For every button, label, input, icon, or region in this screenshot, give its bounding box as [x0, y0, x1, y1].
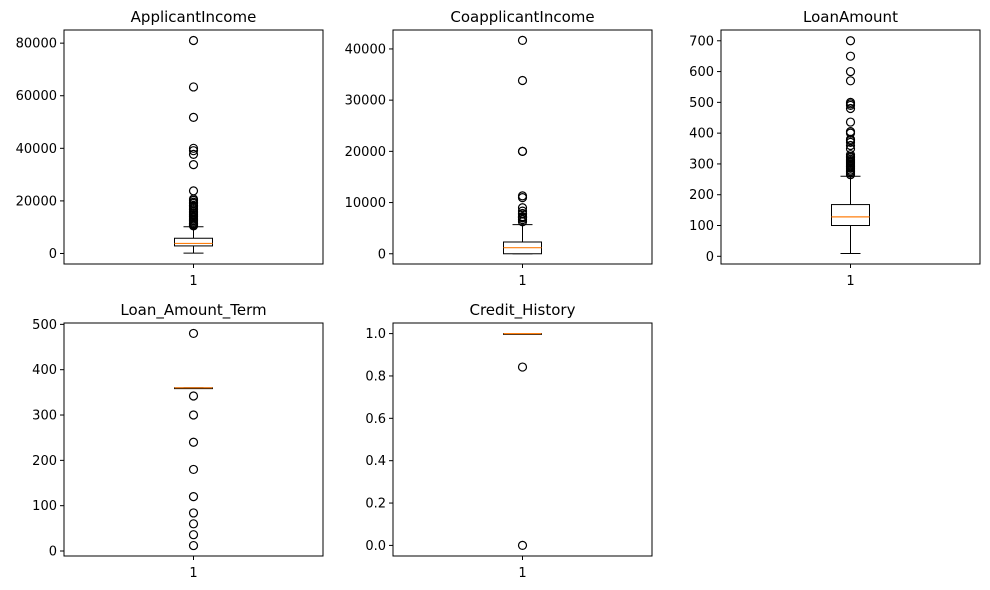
outlier-point [188, 464, 199, 475]
x-tick-label: 1 [189, 566, 197, 581]
panel-title: CoapplicantIncome [450, 8, 594, 26]
panel-title: LoanAmount [803, 8, 898, 26]
y-tick-label: 0.0 [365, 539, 386, 554]
outlier-point [188, 146, 199, 156]
y-tick-label: 100 [32, 499, 57, 514]
outlier-point [188, 540, 199, 551]
outlier-point [188, 186, 199, 196]
outlier-point [517, 208, 528, 219]
outlier-point [845, 66, 856, 77]
y-tick-label: 300 [689, 157, 714, 172]
applicant-income-panel: ApplicantIncome 1 0 20000 40000 60000 80000 [16, 8, 324, 289]
x-tick-label: 1 [518, 274, 526, 289]
outlier-point [517, 540, 528, 551]
y-tick-label: 700 [689, 34, 714, 49]
outlier-point [517, 35, 528, 46]
y-tick-label: 200 [689, 188, 714, 203]
y-tick-label: 10000 [345, 196, 386, 211]
outlier-point [845, 97, 856, 107]
outlier-point [188, 82, 199, 92]
outlier-point [188, 149, 199, 159]
outlier-point [188, 410, 199, 420]
y-tick-label: 0.6 [365, 412, 386, 427]
loan-amount-panel: LoanAmount 1 0 100 200 300 400 500 600 700 [689, 8, 981, 289]
outlier-point [845, 51, 856, 61]
outlier-point [188, 437, 199, 447]
y-tick-label: 500 [32, 318, 57, 333]
outlier-point [517, 203, 528, 213]
outlier-point [845, 103, 856, 114]
y-tick-label: 400 [32, 363, 57, 378]
outlier-point [188, 112, 199, 122]
x-tick-label: 1 [518, 566, 526, 581]
outlier-point [517, 212, 528, 222]
y-tick-label: 20000 [16, 194, 57, 209]
panel-title: Credit_History [470, 301, 576, 320]
outlier-point [517, 206, 528, 216]
credit-history-panel: Credit_History 1 0.0 0.2 0.4 0.6 0.8 1.0 [365, 301, 653, 581]
y-tick-label: 100 [689, 219, 714, 234]
y-tick-label: 0.2 [365, 497, 386, 512]
outlier-point [188, 160, 199, 170]
outlier-point [845, 150, 856, 160]
y-tick-label: 0 [49, 247, 57, 262]
loan-amount-term-panel: Loan_Amount_Term 1 0 100 200 300 400 500 [32, 301, 324, 581]
panel-title: Loan_Amount_Term [120, 301, 266, 320]
iqr-box [831, 204, 870, 227]
y-tick-label: 0.4 [365, 454, 386, 469]
y-tick-label: 0 [378, 247, 386, 262]
outlier-point [845, 117, 856, 127]
outlier-point [188, 519, 199, 529]
y-tick-label: 600 [689, 65, 714, 80]
y-tick-label: 1.0 [365, 327, 386, 342]
y-tick-label: 30000 [345, 94, 386, 109]
outlier-point [845, 140, 856, 151]
outlier-point [845, 76, 856, 86]
y-tick-label: 20000 [345, 145, 386, 160]
y-tick-label: 60000 [16, 89, 57, 104]
outlier-point [188, 508, 199, 518]
outlier-point [845, 36, 856, 46]
y-tick-label: 0 [49, 545, 57, 560]
outlier-point [517, 75, 528, 86]
outlier-point [188, 35, 199, 46]
y-tick-label: 40000 [16, 142, 57, 157]
panel-title: ApplicantIncome [131, 8, 257, 26]
iqr-box [174, 237, 213, 247]
outlier-point [188, 143, 199, 153]
outlier-point [517, 146, 528, 156]
y-tick-label: 400 [689, 127, 714, 142]
y-tick-label: 300 [32, 409, 57, 424]
coapplicant-income-panel: CoapplicantIncome 1 0 10000 20000 30000 4000… [345, 8, 653, 289]
y-tick-label: 500 [689, 96, 714, 111]
y-tick-label: 40000 [345, 42, 386, 57]
x-tick-label: 1 [189, 274, 197, 289]
outlier-point [517, 191, 528, 201]
x-tick-label: 1 [846, 274, 854, 289]
y-tick-label: 80000 [16, 37, 57, 52]
outlier-point [188, 391, 199, 401]
y-tick-label: 0.8 [365, 369, 386, 384]
y-tick-label: 200 [32, 454, 57, 469]
outlier-point [188, 328, 199, 339]
outlier-point [188, 530, 199, 540]
outlier-point [845, 127, 856, 137]
y-tick-label: 0 [706, 250, 714, 265]
outlier-point [517, 362, 528, 372]
outlier-point [188, 492, 199, 502]
